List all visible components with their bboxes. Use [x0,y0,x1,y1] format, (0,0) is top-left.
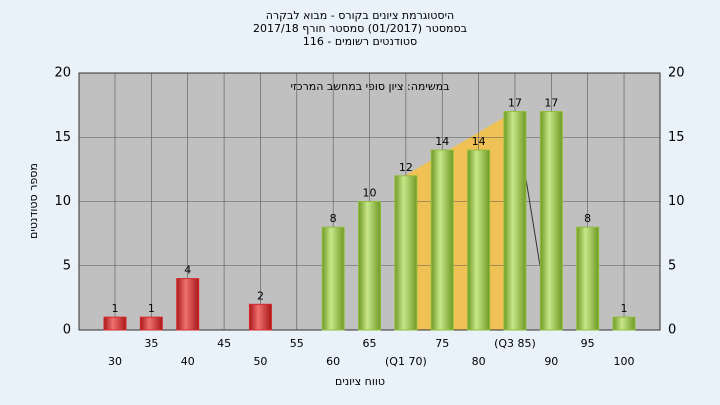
bar [576,226,600,331]
y-tick-label: 10 [54,194,71,209]
bar [103,316,127,331]
value-label: 14 [472,135,486,148]
chart-subtitle: בסמסטר (01/2017) סמסטר חורף 2017/18 [253,22,467,35]
x-tick-label: 35 [144,337,158,350]
bar [394,175,418,331]
value-label: 2 [257,289,264,302]
y2-tick-label: 10 [668,194,685,209]
x-tick-label: 80 [472,355,486,368]
value-label: 1 [112,302,119,315]
y-tick-label: 20 [54,66,71,81]
x-tick-label: 95 [581,337,595,350]
x-tick-label: (Q3 85) [494,337,536,350]
y2-tick-label: 0 [668,323,676,338]
value-label: 8 [584,212,591,225]
annotation: במשימה: ציון סופי במחשב המרכזי [290,80,449,93]
bar [176,278,200,331]
value-label: 1 [621,302,628,315]
y2-tick-label: 15 [668,130,685,145]
value-label: 1 [148,302,155,315]
value-label: 17 [544,97,558,110]
x-tick-label: 90 [544,355,558,368]
bar [612,316,636,331]
value-label: 8 [330,212,337,225]
bar [321,226,345,331]
x-tick-label: 60 [326,355,340,368]
value-label: 14 [435,135,449,148]
bar [248,303,272,331]
bar [139,316,163,331]
y2-tick-label: 5 [668,258,676,273]
y-tick-label: 0 [63,323,71,338]
x-tick-label: 100 [614,355,635,368]
x-axis-label: טווח ציונים [335,375,385,388]
x-tick-label: 55 [290,337,304,350]
value-label: 17 [508,97,522,110]
x-tick-label: 45 [217,337,231,350]
x-tick-label: 65 [363,337,377,350]
bar [467,149,491,331]
x-tick-label: 30 [108,355,122,368]
bar [503,111,527,331]
chart-title: היסטוגרמת ציונים בקורס - מבוא לבקרה [266,9,454,22]
x-tick-label: 50 [253,355,267,368]
value-label: 4 [184,264,191,277]
x-tick-label: 40 [181,355,195,368]
value-label: 12 [399,161,413,174]
y-tick-label: 5 [63,258,71,273]
value-label: 10 [363,187,377,200]
y2-tick-label: 20 [668,66,685,81]
bar [539,111,563,331]
x-tick-label: 75 [435,337,449,350]
chart-subtitle: סטודנטים רשומים - 116 [303,35,417,48]
y-axis-label: מספר סטודנטים [27,163,40,239]
y-tick-label: 15 [54,130,71,145]
x-tick-label: (Q1 70) [385,355,427,368]
bar [430,149,454,331]
bar [358,201,382,331]
